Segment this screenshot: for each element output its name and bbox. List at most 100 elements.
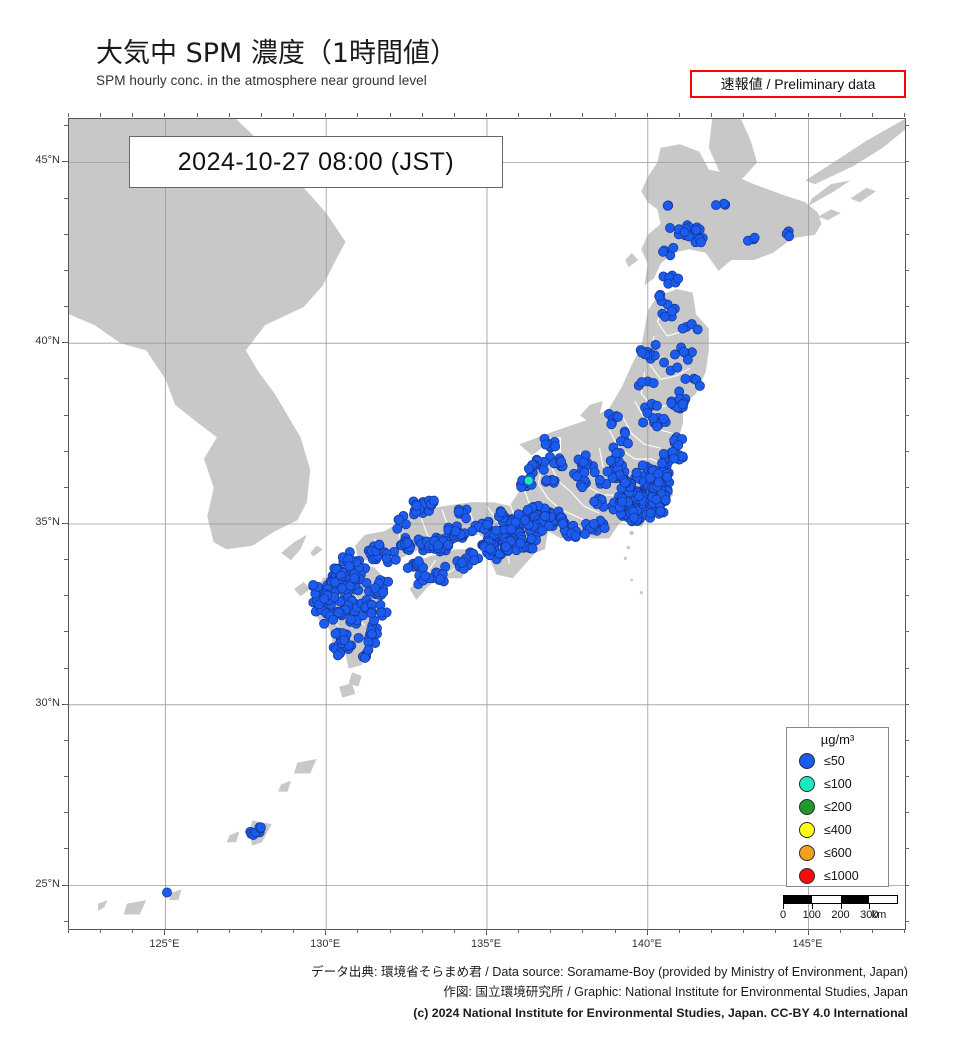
station-point[interactable] [602, 466, 613, 477]
station-point[interactable] [526, 533, 537, 544]
station-point[interactable] [402, 563, 413, 573]
station-point[interactable] [461, 513, 472, 524]
station-point[interactable] [680, 373, 691, 384]
station-point[interactable] [678, 347, 689, 357]
station-point[interactable] [537, 525, 548, 536]
station-point[interactable] [344, 561, 355, 572]
legend-item-1000[interactable]: ≤1000 [787, 864, 888, 887]
map-canvas[interactable] [68, 118, 906, 930]
station-point[interactable] [570, 530, 581, 541]
station-point[interactable] [360, 652, 370, 663]
station-point[interactable] [378, 587, 389, 598]
station-point[interactable] [696, 237, 706, 248]
station-point[interactable] [540, 511, 550, 522]
station-point[interactable] [541, 475, 552, 486]
station-point[interactable] [540, 439, 551, 450]
station-point[interactable] [589, 496, 600, 507]
station-point[interactable] [390, 554, 401, 565]
station-point[interactable] [611, 448, 622, 459]
station-point[interactable] [653, 468, 664, 479]
station-point[interactable] [456, 557, 467, 568]
station-point[interactable] [605, 455, 616, 466]
station-point[interactable] [645, 473, 656, 483]
station-point[interactable] [636, 377, 647, 388]
station-point[interactable] [543, 521, 554, 532]
station-point[interactable] [672, 362, 683, 373]
legend-item-200[interactable]: ≤200 [787, 795, 888, 818]
station-point[interactable] [692, 324, 703, 335]
station-point[interactable] [613, 411, 623, 422]
legend-item-600[interactable]: ≤600 [787, 841, 888, 864]
station-point[interactable] [654, 291, 665, 302]
station-point[interactable] [677, 399, 688, 410]
station-point[interactable] [527, 543, 538, 554]
station-point[interactable] [648, 378, 659, 389]
station-point[interactable] [667, 306, 677, 317]
station-point[interactable] [594, 475, 605, 485]
station-point[interactable] [400, 519, 411, 530]
station-point[interactable] [606, 419, 617, 430]
station-point[interactable] [432, 540, 443, 551]
station-point[interactable] [691, 225, 702, 235]
station-point[interactable] [651, 400, 662, 411]
station-point[interactable] [523, 475, 534, 486]
station-point[interactable] [329, 577, 340, 588]
station-point[interactable] [617, 496, 628, 507]
station-point[interactable] [482, 519, 493, 530]
station-point[interactable] [522, 504, 533, 515]
station-point[interactable] [784, 231, 795, 242]
station-point[interactable] [361, 577, 372, 588]
station-point[interactable] [629, 512, 640, 523]
station-point[interactable] [651, 494, 662, 505]
station-point[interactable] [519, 515, 530, 526]
station-point[interactable] [657, 458, 668, 469]
legend-item-50[interactable]: ≤50 [787, 749, 888, 772]
station-point[interactable] [631, 467, 642, 478]
station-point[interactable] [620, 428, 631, 439]
station-point[interactable] [673, 273, 684, 284]
station-point[interactable] [636, 347, 647, 358]
station-point[interactable] [496, 507, 507, 518]
station-point[interactable] [578, 457, 589, 468]
station-point[interactable] [666, 398, 677, 409]
station-point[interactable] [677, 451, 688, 462]
station-point[interactable] [650, 339, 661, 350]
station-point[interactable] [469, 555, 480, 566]
station-point[interactable] [319, 593, 330, 604]
station-point[interactable] [328, 614, 339, 625]
station-point[interactable] [638, 417, 649, 428]
station-point[interactable] [413, 556, 424, 567]
station-point[interactable] [637, 460, 648, 471]
station-point[interactable] [669, 349, 680, 360]
station-point[interactable] [658, 413, 669, 424]
station-point[interactable] [538, 464, 549, 475]
legend-item-100[interactable]: ≤100 [787, 772, 888, 795]
station-point[interactable] [682, 354, 693, 365]
station-point[interactable] [443, 539, 454, 550]
station-point[interactable] [339, 635, 350, 646]
station-point[interactable] [428, 495, 439, 506]
station-point[interactable] [374, 539, 385, 550]
station-point[interactable] [557, 518, 568, 529]
station-point[interactable] [679, 227, 690, 238]
station-point[interactable] [642, 408, 653, 418]
station-point[interactable] [623, 438, 633, 449]
legend-item-400[interactable]: ≤400 [787, 818, 888, 841]
station-point[interactable] [589, 467, 600, 478]
station-point[interactable] [513, 509, 524, 520]
station-point[interactable] [346, 614, 356, 625]
station-point[interactable] [668, 453, 679, 464]
station-point[interactable] [653, 477, 664, 488]
station-point[interactable] [376, 607, 386, 618]
station-point[interactable] [162, 887, 172, 898]
station-point[interactable] [506, 524, 517, 535]
station-point[interactable] [579, 529, 590, 540]
station-point[interactable] [319, 618, 330, 629]
station-point[interactable] [345, 580, 356, 591]
station-point[interactable] [662, 471, 673, 482]
station-point[interactable] [652, 421, 663, 432]
station-point[interactable] [450, 526, 461, 537]
station-point[interactable] [392, 523, 403, 534]
station-point[interactable] [645, 508, 656, 519]
station-point[interactable] [333, 607, 344, 618]
